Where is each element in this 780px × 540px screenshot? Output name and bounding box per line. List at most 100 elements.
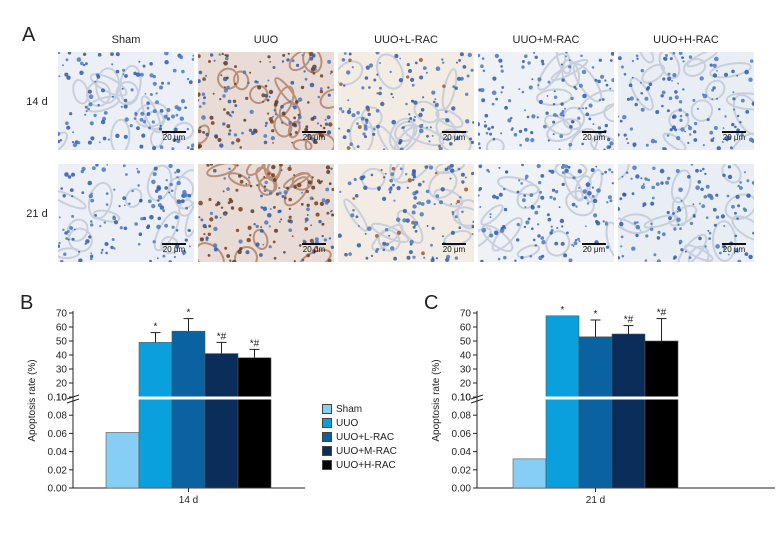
scale-bar: 20 μm (582, 131, 606, 142)
legend-item-uuo: UUO (322, 416, 397, 430)
micrograph-2-1: 20 μm (58, 164, 194, 262)
micrograph-1-1: 20 μm (58, 52, 194, 150)
row-label-21d: 21 d (26, 208, 48, 220)
scale-bar-line (722, 131, 746, 133)
significance-label: * (154, 322, 158, 333)
legend: Sham UUO UUO+L-RAC UUO+M-RAC UUO+H-RAC (322, 402, 397, 472)
y-tick-label: 30 (56, 365, 68, 376)
bar-uuo-h-rac (237, 357, 272, 489)
y-tick-label: 60 (460, 323, 472, 334)
y-tick-label: 60 (56, 323, 68, 334)
significance-label: *# (250, 338, 260, 349)
scale-bar-line (302, 243, 326, 245)
y-tick-label: 0.02 (48, 465, 68, 476)
y-tick-label: 20 (460, 379, 472, 390)
legend-item-sham: Sham (322, 402, 397, 416)
axis-break-mark (470, 398, 484, 404)
legend-swatch-uuo (322, 418, 332, 428)
y-tick-label: 10 (460, 393, 472, 404)
scale-bar-line (442, 131, 466, 133)
scale-bar-line (442, 243, 466, 245)
significance-label: * (594, 309, 598, 320)
y-tick-label: 40 (460, 351, 472, 362)
legend-item-l-rac: UUO+L-RAC (322, 430, 397, 444)
legend-item-m-rac: UUO+M-RAC (322, 444, 397, 458)
scale-bar-label: 20 μm (302, 245, 326, 254)
legend-swatch-l-rac (322, 432, 332, 442)
column-label-m-rac: UUO+M-RAC (512, 34, 580, 46)
column-label-h-rac: UUO+H-RAC (653, 34, 719, 46)
y-tick-label: 30 (460, 365, 472, 376)
y-tick-label: 0.10 (48, 393, 68, 404)
axis-break-band (512, 396, 679, 400)
legend-label-l-rac: UUO+L-RAC (336, 431, 395, 443)
y-tick-label: 70 (56, 309, 68, 320)
axis-break-mark (66, 398, 80, 404)
y-tick-label: 0.02 (452, 465, 472, 476)
scale-bar: 20 μm (302, 243, 326, 254)
scale-bar-label: 20 μm (722, 245, 746, 254)
y-tick-label: 0.00 (48, 484, 68, 495)
scale-bar-line (162, 131, 186, 133)
y-tick-label: 0.06 (48, 429, 68, 440)
column-label-sham: Sham (111, 34, 141, 46)
scale-bar: 20 μm (162, 243, 186, 254)
x-tick-label: 14 d (179, 495, 198, 506)
scale-bar-label: 20 μm (162, 245, 186, 254)
bar-uuo (138, 342, 173, 489)
legend-label-m-rac: UUO+M-RAC (336, 445, 397, 457)
legend-item-h-rac: UUO+H-RAC (322, 458, 397, 472)
significance-label: *# (624, 315, 634, 326)
x-tick-label: 21 d (586, 495, 605, 506)
scale-bar-line (162, 243, 186, 245)
micrograph-1-2: 20 μm (198, 52, 334, 150)
legend-swatch-h-rac (322, 460, 332, 470)
axis-break-mark (470, 394, 484, 400)
legend-swatch-m-rac (322, 446, 332, 456)
significance-label: *# (657, 308, 667, 319)
legend-label-uuo: UUO (336, 417, 359, 429)
scale-bar: 20 μm (582, 243, 606, 254)
bar-uuo-m-rac (611, 333, 646, 489)
micrograph-1-4: 20 μm (478, 52, 614, 150)
micrograph-2-4: 20 μm (478, 164, 614, 262)
scale-bar-label: 20 μm (442, 245, 466, 254)
scale-bar: 20 μm (722, 243, 746, 254)
scale-bar-line (582, 131, 606, 133)
bar-uuo-h-rac (644, 340, 679, 489)
y-axis-label: Apoptosis rate (%) (27, 359, 38, 441)
y-tick-label: 0.08 (48, 411, 68, 422)
scale-bar-label: 20 μm (582, 133, 606, 142)
significance-label: *# (217, 331, 227, 342)
y-tick-label: 0.10 (452, 393, 472, 404)
legend-swatch-sham (322, 404, 332, 414)
scale-bar: 20 μm (722, 131, 746, 142)
micrograph-1-3: 20 μm (338, 52, 474, 150)
y-tick-label: 0.08 (452, 411, 472, 422)
micrograph-2-5: 20 μm (618, 164, 754, 262)
panel-letter-b: B (20, 292, 34, 314)
micrograph-1-5: 20 μm (618, 52, 754, 150)
panel-letter-a: A (22, 24, 36, 46)
axis-break-mark (66, 394, 80, 400)
significance-label: * (187, 308, 191, 319)
column-label-l-rac: UUO+L-RAC (374, 34, 438, 46)
y-tick-label: 50 (460, 337, 472, 348)
scale-bar-label: 20 μm (442, 133, 466, 142)
axis-break-band (105, 396, 272, 400)
scale-bar-label: 20 μm (162, 133, 186, 142)
significance-label: * (561, 305, 565, 316)
legend-label-h-rac: UUO+H-RAC (336, 459, 396, 471)
scale-bar-label: 20 μm (582, 245, 606, 254)
bar-uuo (545, 315, 580, 489)
scale-bar: 20 μm (162, 131, 186, 142)
y-axis-label: Apoptosis rate (%) (431, 359, 442, 441)
scale-bar: 20 μm (442, 243, 466, 254)
y-tick-label: 40 (56, 351, 68, 362)
y-tick-label: 0.00 (452, 484, 472, 495)
scale-bar: 20 μm (302, 131, 326, 142)
micrograph-2-3: 20 μm (338, 164, 474, 262)
bar-uuo-l-rac (171, 330, 206, 489)
